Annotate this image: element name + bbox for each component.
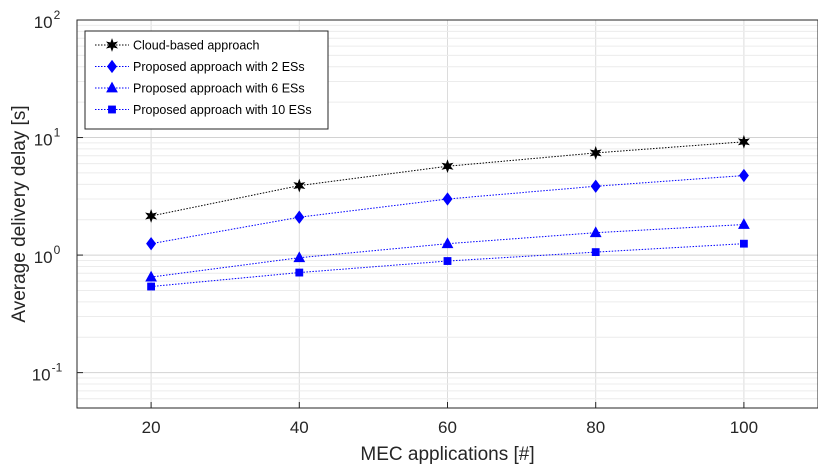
x-tick-label: 40 bbox=[290, 418, 309, 437]
legend-marker-star bbox=[106, 38, 118, 52]
data-point-square bbox=[739, 239, 748, 248]
legend-marker-diamond bbox=[107, 59, 117, 74]
legend-label: Proposed approach with 10 ESs bbox=[133, 103, 312, 117]
y-tick-label: 10-1 bbox=[32, 361, 63, 385]
x-tick-label: 100 bbox=[730, 418, 758, 437]
data-point-star bbox=[737, 134, 750, 149]
y-axis-label: Average delivery delay [s] bbox=[9, 105, 30, 322]
legend-label: Cloud-based approach bbox=[133, 39, 260, 53]
legend-item: Proposed approach with 2 ESs bbox=[95, 59, 305, 74]
legend-label: Proposed approach with 6 ESs bbox=[133, 82, 305, 96]
data-point-diamond bbox=[146, 237, 157, 251]
y-tick-label: 100 bbox=[34, 243, 61, 267]
data-point-star bbox=[293, 178, 306, 193]
data-point-square bbox=[443, 257, 452, 265]
data-point-diamond bbox=[738, 168, 749, 183]
data-point-triangle bbox=[441, 237, 454, 249]
series-3 bbox=[145, 218, 750, 282]
data-point-triangle bbox=[738, 218, 750, 229]
x-tick-label: 80 bbox=[586, 418, 605, 437]
series-1 bbox=[145, 134, 750, 223]
data-point-triangle bbox=[293, 251, 306, 263]
legend-label: Proposed approach with 2 ESs bbox=[133, 60, 305, 74]
series-2 bbox=[146, 168, 749, 251]
legend: Cloud-based approach Proposed approach wi… bbox=[84, 30, 329, 130]
data-point-diamond bbox=[590, 179, 601, 193]
data-point-triangle bbox=[145, 270, 157, 282]
y-tick-label: 102 bbox=[34, 8, 61, 32]
legend-item: Cloud-based approach bbox=[95, 38, 260, 53]
legend-box bbox=[84, 30, 329, 130]
data-point-diamond bbox=[294, 210, 305, 224]
series-4 bbox=[147, 239, 748, 291]
legend-marker-square bbox=[108, 105, 116, 114]
data-point-star bbox=[145, 209, 158, 223]
series-layer bbox=[145, 134, 750, 291]
legend-item: Proposed approach with 10 ESs bbox=[95, 103, 312, 117]
x-tick-label: 20 bbox=[142, 418, 161, 437]
data-point-square bbox=[147, 282, 155, 291]
data-point-diamond bbox=[442, 192, 453, 206]
data-point-star bbox=[441, 159, 454, 174]
data-point-square bbox=[295, 268, 304, 277]
x-axis-label: MEC applications [#] bbox=[360, 444, 534, 465]
x-tick-label: 60 bbox=[438, 418, 457, 437]
series-line bbox=[151, 175, 744, 245]
legend-item: Proposed approach with 6 ESs bbox=[95, 82, 305, 96]
data-point-square bbox=[591, 248, 600, 257]
legend-marker-triangle bbox=[106, 81, 118, 93]
y-tick-label: 101 bbox=[34, 126, 61, 150]
data-point-star bbox=[589, 145, 602, 160]
data-point-triangle bbox=[589, 226, 602, 238]
